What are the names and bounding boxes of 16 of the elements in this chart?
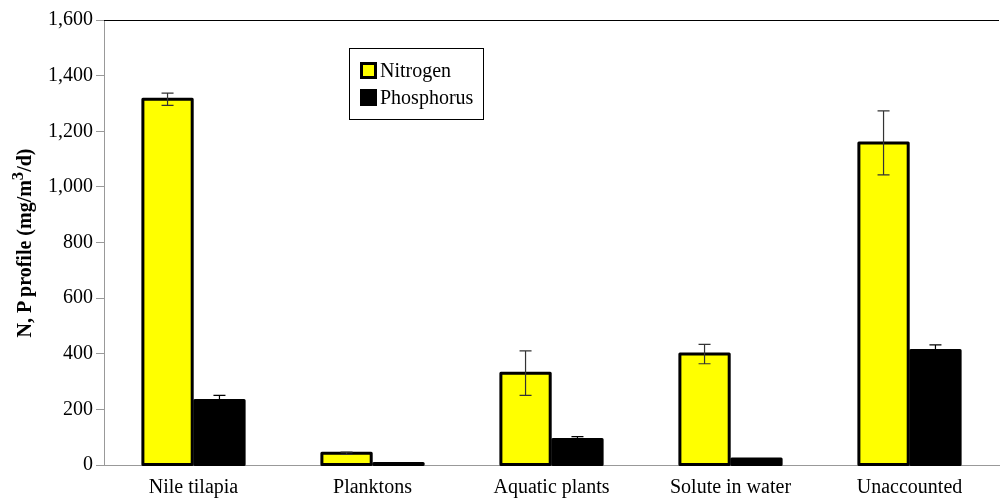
y-tick-label: 600 (63, 285, 93, 308)
y-tick-label: 1,600 (48, 7, 93, 30)
x-tick-label: Solute in water (669, 475, 792, 498)
y-tick-label: 0 (83, 452, 93, 475)
x-tick-label: Aquatic plants (493, 475, 610, 499)
y-tick-label: 1,400 (48, 62, 93, 85)
x-tick-label: Planktons (333, 475, 413, 498)
legend-label: Nitrogen (380, 59, 452, 82)
y-tick-label: 800 (63, 229, 93, 252)
x-tick-label: Nile tilapia (148, 475, 239, 499)
y-tick-label: 200 (63, 396, 93, 419)
y-tick-label: 400 (63, 341, 93, 363)
y-tick-label: 1,000 (48, 174, 93, 197)
legend-label: Phosphorus (380, 86, 474, 109)
y-tick-label: 1,200 (48, 118, 93, 141)
x-tick-label: Unaccounted (856, 475, 963, 498)
